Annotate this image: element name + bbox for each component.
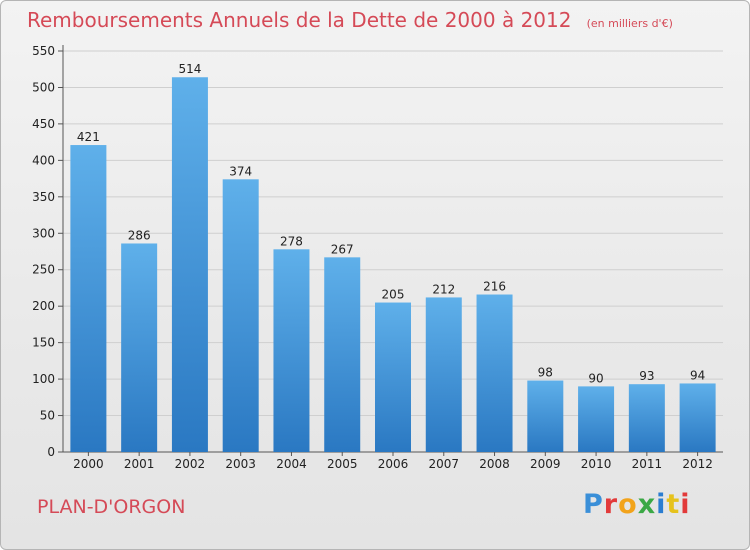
x-tick-label: 2000 — [73, 457, 104, 471]
bar — [375, 302, 411, 452]
x-tick-label: 2010 — [581, 457, 612, 471]
x-tick-label: 2009 — [530, 457, 561, 471]
x-tick-label: 2003 — [225, 457, 256, 471]
logo-letter: i — [680, 489, 691, 520]
x-tick-label: 2005 — [327, 457, 358, 471]
y-tick-label: 300 — [32, 226, 55, 240]
x-tick-label: 2011 — [632, 457, 663, 471]
data-label: 286 — [128, 228, 151, 242]
bar — [679, 383, 716, 452]
y-tick-label: 550 — [32, 44, 55, 58]
bar — [425, 297, 462, 452]
chart-unit: (en milliers d'€) — [586, 17, 673, 30]
bar — [171, 77, 208, 452]
bar — [578, 386, 615, 452]
data-label: 421 — [77, 130, 100, 144]
x-tick-label: 2001 — [124, 457, 155, 471]
proxiti-logo: Proxiti — [583, 489, 691, 520]
bar — [476, 294, 513, 452]
bar — [527, 380, 564, 452]
logo-letter: r — [603, 489, 619, 520]
bar — [273, 249, 310, 452]
logo-letter: P — [583, 489, 604, 520]
data-label: 216 — [483, 280, 506, 294]
x-tick-label: 2012 — [682, 457, 713, 471]
y-tick-label: 450 — [32, 117, 55, 131]
x-tick-label: 2007 — [428, 457, 459, 471]
data-label: 90 — [588, 371, 603, 385]
chart-title: Remboursements Annuels de la Dette de 20… — [27, 8, 572, 32]
data-label: 212 — [432, 282, 455, 296]
data-label: 278 — [280, 234, 303, 248]
y-tick-label: 100 — [32, 372, 55, 386]
x-tick-label: 2002 — [175, 457, 206, 471]
y-tick-label: 350 — [32, 190, 55, 204]
bar — [121, 243, 158, 452]
y-tick-label: 500 — [32, 80, 55, 94]
data-label: 267 — [331, 242, 354, 256]
logo-letter: i — [656, 489, 667, 520]
bar — [628, 384, 665, 452]
logo-letter: t — [666, 489, 681, 520]
data-label: 94 — [690, 368, 705, 382]
y-tick-label: 50 — [40, 409, 55, 423]
data-label: 98 — [538, 366, 553, 380]
data-label: 514 — [178, 62, 201, 76]
bar — [324, 257, 361, 452]
x-tick-label: 2008 — [479, 457, 510, 471]
bar — [222, 179, 259, 452]
y-tick-label: 250 — [32, 263, 55, 277]
commune-name: PLAN-D'ORGON — [37, 496, 186, 518]
data-label: 93 — [639, 369, 654, 383]
x-tick-label: 2004 — [276, 457, 307, 471]
data-label: 205 — [382, 288, 405, 302]
chart-title-block: Remboursements Annuels de la Dette de 20… — [27, 8, 673, 32]
logo-letter: o — [618, 489, 638, 520]
logo-letter: x — [637, 489, 657, 520]
y-tick-label: 150 — [32, 336, 55, 350]
y-tick-label: 200 — [32, 299, 55, 313]
y-tick-label: 0 — [47, 445, 55, 459]
y-tick-label: 400 — [32, 153, 55, 167]
bar — [70, 145, 107, 452]
data-label: 374 — [229, 164, 252, 178]
x-tick-label: 2006 — [378, 457, 409, 471]
